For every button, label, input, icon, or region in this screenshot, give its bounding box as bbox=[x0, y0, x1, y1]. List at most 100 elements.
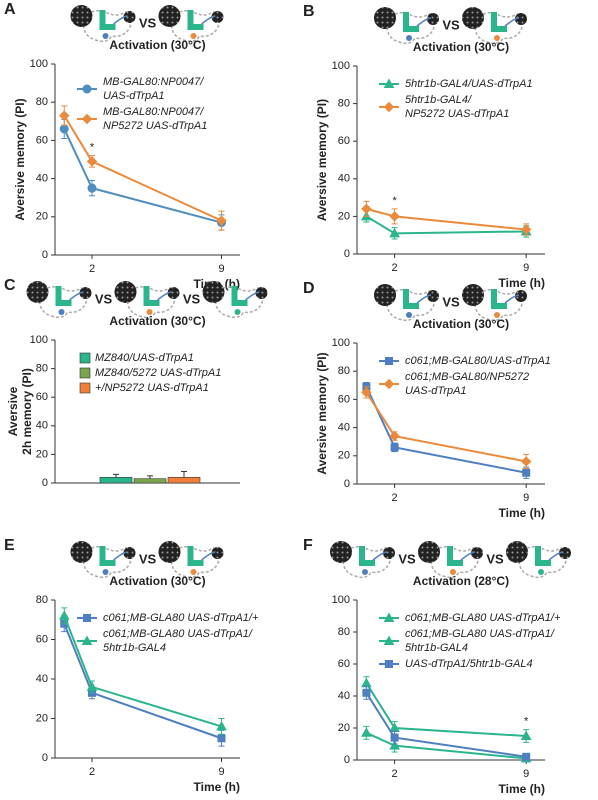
panel-letter: F bbox=[303, 537, 313, 554]
neuron bbox=[201, 15, 216, 25]
brain-outline bbox=[518, 546, 568, 579]
brain-outline bbox=[386, 289, 436, 322]
calyx bbox=[158, 5, 181, 27]
x-tick-label: 2 bbox=[392, 262, 398, 274]
marker bbox=[361, 677, 372, 688]
legend-label: c061;MB-GAL80/NP5272 UAS-dTrpA1 bbox=[405, 371, 529, 397]
legend-label: +/NP5272 UAS-dTrpA1 bbox=[95, 382, 209, 394]
brain-outline bbox=[126, 286, 176, 319]
calyx bbox=[70, 541, 93, 563]
vs-label: VS bbox=[95, 291, 113, 306]
calyx bbox=[70, 5, 93, 27]
calyx-small bbox=[515, 290, 527, 302]
y-tick-label: 20 bbox=[36, 211, 48, 223]
marker bbox=[520, 224, 532, 235]
marker bbox=[83, 614, 91, 622]
marker bbox=[520, 456, 532, 467]
marker bbox=[59, 124, 69, 134]
legend-swatch bbox=[79, 382, 91, 394]
lobe bbox=[491, 12, 507, 32]
chart-title: Activation (30°C) bbox=[109, 38, 205, 52]
calyx bbox=[462, 7, 484, 29]
series-line bbox=[365, 215, 527, 235]
brain-outline bbox=[342, 546, 392, 579]
calyx-small bbox=[255, 287, 268, 299]
neuron bbox=[416, 294, 432, 304]
x-tick-label: 9 bbox=[523, 262, 529, 274]
x-tick-label: 2 bbox=[392, 492, 398, 504]
lobe bbox=[99, 10, 116, 30]
marker bbox=[385, 357, 393, 365]
lobe bbox=[491, 289, 507, 309]
legend-label: c061;MB-GLA80 UAS-dTrpA1/5htr1b-GAL4 bbox=[405, 628, 555, 654]
lobe bbox=[231, 286, 248, 306]
calyx-small bbox=[515, 13, 527, 25]
panel-letter: C bbox=[4, 277, 16, 294]
y-tick-label: 40 bbox=[36, 173, 48, 185]
panel-letter: D bbox=[303, 280, 315, 297]
legend-label: c061;MB-GLA80 UAS-dTrpA1/+ bbox=[103, 612, 259, 624]
calyx bbox=[418, 541, 440, 563]
marker bbox=[59, 110, 70, 121]
soma bbox=[494, 312, 500, 318]
soma bbox=[102, 569, 109, 575]
chart-title: Activation (28°C) bbox=[413, 574, 509, 588]
chart-title: Activation (30°C) bbox=[413, 317, 509, 331]
vs-label: VS bbox=[183, 291, 201, 306]
panel-letter: A bbox=[4, 1, 16, 18]
x-tick-label: 9 bbox=[218, 263, 224, 275]
calyx-small bbox=[427, 13, 439, 25]
panel: B VS Activation (30°C) 0 20 40 60 80 100 Aversive… bbox=[303, 3, 545, 290]
y-tick-label: 0 bbox=[344, 248, 350, 260]
lobe bbox=[447, 546, 463, 566]
soma bbox=[234, 309, 241, 315]
marker bbox=[362, 688, 371, 697]
brain-outline bbox=[82, 10, 132, 43]
x-tick-label: 9 bbox=[523, 768, 529, 780]
vs-label: VS bbox=[486, 551, 504, 566]
legend-label: c061;MB-GLA80 UAS-dTrpA1/+ bbox=[405, 612, 561, 624]
marker bbox=[383, 612, 395, 622]
calyx-small bbox=[559, 547, 571, 559]
neuron bbox=[201, 551, 216, 561]
calyx-small bbox=[123, 547, 136, 559]
marker bbox=[361, 387, 372, 398]
y-tick-label: 0 bbox=[344, 478, 350, 490]
y-tick-label: 80 bbox=[338, 365, 350, 377]
soma bbox=[494, 35, 500, 41]
legend-label: 5htr1b-GAL4/UAS-dTrpA1 bbox=[405, 78, 533, 90]
x-axis-label: Time (h) bbox=[499, 276, 545, 290]
y-tick-label: 20 bbox=[338, 722, 350, 734]
lobe bbox=[187, 546, 204, 566]
y-axis-label: Aversive memory (PI) bbox=[315, 352, 329, 474]
y-tick-label: 20 bbox=[36, 712, 48, 724]
marker bbox=[383, 101, 395, 113]
y-axis-label: Aversive2h memory (PI) bbox=[6, 368, 34, 455]
series-line bbox=[365, 682, 527, 737]
marker bbox=[86, 681, 98, 691]
vs-label: VS bbox=[398, 551, 416, 566]
series-line bbox=[365, 391, 527, 463]
marker bbox=[522, 468, 531, 477]
y-tick-label: 80 bbox=[338, 98, 350, 110]
marker bbox=[86, 156, 98, 167]
marker bbox=[81, 635, 93, 645]
marker bbox=[87, 183, 97, 193]
y-tick-label: 60 bbox=[36, 134, 48, 146]
soma bbox=[362, 569, 368, 575]
panel: F VS VS Activation (28°C) 0 20 40 60 80 100 2 9 Time… bbox=[303, 537, 571, 796]
brain-outline bbox=[474, 12, 524, 45]
marker bbox=[389, 211, 400, 222]
x-axis-label: Time (h) bbox=[499, 782, 545, 796]
y-tick-label: 40 bbox=[338, 690, 350, 702]
x-axis-label: Time (h) bbox=[194, 780, 240, 794]
y-tick-label: 20 bbox=[36, 448, 48, 460]
y-tick-label: 40 bbox=[338, 422, 350, 434]
lobe bbox=[55, 286, 72, 306]
legend-label: MZ840/UAS-dTrpA1 bbox=[95, 352, 194, 364]
neuron bbox=[113, 15, 128, 25]
y-axis-label: Aversive memory (PI) bbox=[315, 99, 329, 221]
marker bbox=[390, 443, 399, 452]
marker bbox=[361, 727, 372, 737]
y-tick-label: 20 bbox=[338, 210, 350, 222]
